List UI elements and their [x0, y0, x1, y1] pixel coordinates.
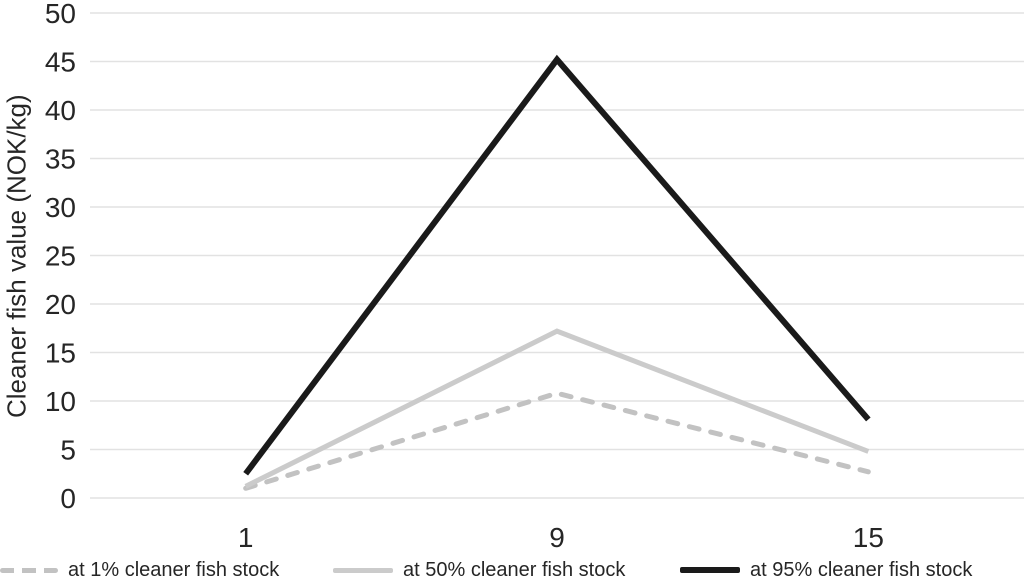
y-tick-label: 30	[45, 192, 76, 223]
legend-solid-gray-line-sample	[333, 567, 393, 573]
legend-entry-95pct: at 95% cleaner fish stock	[680, 556, 972, 584]
series-line-1	[244, 328, 870, 489]
y-tick-label: 15	[45, 338, 76, 369]
series-line-2	[243, 54, 871, 476]
legend-solid-black-line-sample	[680, 567, 740, 573]
legend-label: at 95% cleaner fish stock	[750, 558, 973, 581]
legend-entry-50pct: at 50% cleaner fish stock	[333, 556, 625, 584]
legend-entry-1pct: at 1% cleaner fish stock	[0, 556, 279, 584]
legend: at 1% cleaner fish stock at 50% cleaner …	[0, 556, 1024, 584]
y-tick-label: 20	[45, 289, 76, 320]
y-tick-label: 50	[45, 0, 76, 29]
x-tick-label: 1	[238, 522, 254, 553]
x-tick-label: 15	[853, 522, 884, 553]
legend-label: at 50% cleaner fish stock	[403, 558, 626, 581]
y-tick-label: 10	[45, 386, 76, 417]
y-tick-label: 40	[45, 95, 76, 126]
y-tick-label: 5	[60, 435, 76, 466]
y-tick-label: 0	[60, 483, 76, 514]
legend-dashed-line-sample	[0, 567, 58, 573]
series-line-0	[243, 390, 871, 491]
legend-label: at 1% cleaner fish stock	[68, 558, 280, 581]
y-tick-label: 35	[45, 144, 76, 175]
y-tick-label: 25	[45, 241, 76, 272]
y-tick-label: 45	[45, 47, 76, 78]
x-tick-label: 9	[549, 522, 565, 553]
